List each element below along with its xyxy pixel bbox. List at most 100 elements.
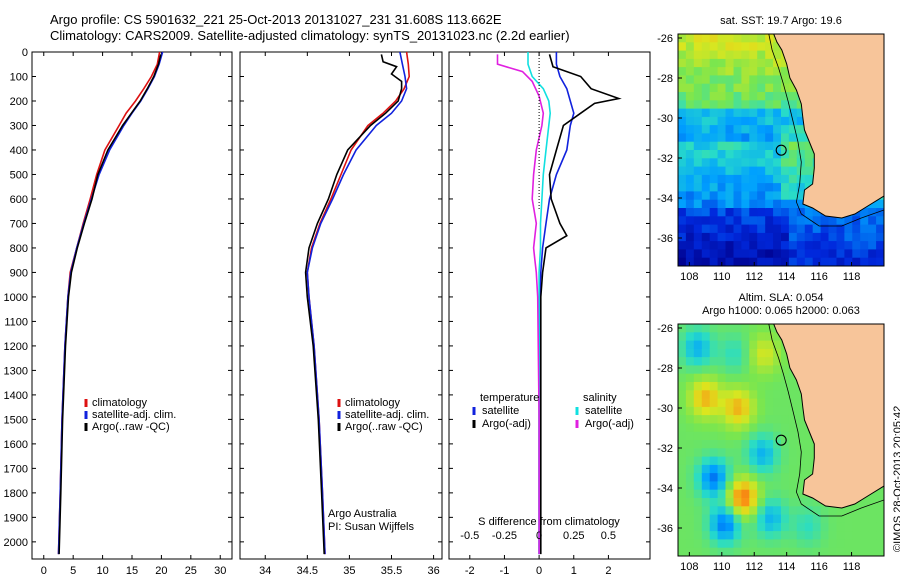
heatmap-cell <box>757 398 766 408</box>
heatmap-cell <box>812 498 822 507</box>
heatmap-cell <box>733 224 742 234</box>
heatmap-cell <box>717 481 727 491</box>
heatmap-cell <box>725 191 734 201</box>
heatmap-cell <box>788 431 798 441</box>
heatmap-cell <box>796 125 806 134</box>
heatmap-cell <box>796 108 806 118</box>
x-tick-label: -2 <box>465 565 475 577</box>
x-tick-label: 2 <box>605 565 611 577</box>
heatmap-cell <box>733 481 742 491</box>
heatmap-cell <box>765 50 774 60</box>
heatmap-cell <box>796 531 806 540</box>
heatmap-cell <box>757 489 766 499</box>
heatmap-cell <box>844 241 853 250</box>
heatmap-cell <box>678 42 687 52</box>
heatmap-cell <box>725 141 734 151</box>
heatmap-cell <box>773 348 782 358</box>
heatmap-cell <box>709 34 719 43</box>
y-tick-label: 1300 <box>4 365 28 377</box>
heatmap-cell <box>741 489 750 499</box>
heatmap-cell <box>693 514 703 524</box>
heatmap-cell <box>741 141 750 151</box>
heatmap-cell <box>788 133 798 143</box>
heatmap-cell <box>733 498 742 507</box>
heatmap-cell <box>757 332 766 342</box>
heatmap-cell <box>828 531 837 540</box>
heatmap-cell <box>781 373 790 383</box>
heatmap-cell <box>749 431 758 441</box>
heatmap-cell <box>741 83 750 93</box>
heatmap-cell <box>749 191 758 201</box>
heatmap-cell <box>709 365 719 375</box>
heatmap-cell <box>749 241 758 250</box>
heatmap-cell <box>725 373 734 383</box>
heatmap-cell <box>678 390 687 400</box>
heatmap-cell <box>717 92 727 101</box>
heatmap-cell <box>678 125 687 134</box>
heatmap-cell <box>820 547 830 556</box>
map-x-tick-label: 118 <box>843 271 861 283</box>
heatmap-cell <box>860 531 869 540</box>
heatmap-cell <box>693 506 703 516</box>
heatmap-cell <box>725 208 734 217</box>
heatmap-cell <box>741 348 750 358</box>
heatmap-cell <box>757 166 766 176</box>
x2-tick-label: 0.5 <box>601 530 616 542</box>
heatmap-cell <box>773 116 782 126</box>
heatmap-cell <box>852 522 861 532</box>
heatmap-cell <box>749 249 758 259</box>
map-y-tick-label: -28 <box>657 73 673 85</box>
heatmap-cell <box>725 357 734 366</box>
heatmap-cell <box>796 166 806 176</box>
heatmap-cell <box>717 42 727 52</box>
heatmap-cell <box>693 92 703 101</box>
heatmap-cell <box>678 208 687 217</box>
plot-frame <box>239 51 443 560</box>
imos-timestamp-text: ©IMOS 28-Oct-2013 20:05:42 <box>892 405 900 552</box>
heatmap-cell <box>796 440 806 449</box>
heatmap-cell <box>773 232 782 242</box>
heatmap-cell <box>701 199 711 209</box>
heatmap-cell <box>781 174 790 184</box>
heatmap-cell <box>709 208 719 217</box>
heatmap-cell <box>749 390 758 400</box>
heatmap-cell <box>876 199 884 209</box>
heatmap-cell <box>773 166 782 176</box>
heatmap-cell <box>678 174 687 184</box>
heatmap-cell <box>773 390 782 400</box>
heatmap-cell <box>741 249 750 259</box>
heatmap-cell <box>701 42 711 52</box>
heatmap-cell <box>796 232 806 242</box>
heatmap-cell <box>749 224 758 234</box>
heatmap-cell <box>765 232 774 242</box>
x-tick-label: 10 <box>96 565 108 577</box>
sla-map: 108 110 112 114 116 118 -26 -28 -30 -32 -34 -36 Alti… <box>657 292 885 573</box>
heatmap-cell <box>796 415 806 424</box>
heatmap-cell <box>685 456 695 466</box>
heatmap-cell <box>796 191 806 201</box>
heatmap-cell <box>781 464 790 474</box>
heatmap-cell <box>868 514 877 524</box>
heatmap-cell <box>685 464 695 474</box>
heatmap-cell <box>725 108 734 118</box>
heatmap-cell <box>757 456 766 466</box>
heatmap-cell <box>693 125 703 134</box>
heatmap-cell <box>733 42 742 52</box>
heatmap-cell <box>773 332 782 342</box>
heatmap-cell <box>765 208 774 217</box>
heatmap-cell <box>757 464 766 474</box>
heatmap-cell <box>741 448 750 458</box>
map-x-tick-label: 112 <box>745 271 763 283</box>
heatmap-cell <box>725 257 734 266</box>
heatmap-cell <box>693 332 703 342</box>
heatmap-cell <box>733 473 742 482</box>
x2-tick-label: 0.25 <box>563 530 584 542</box>
heatmap-cell <box>709 199 719 209</box>
heatmap-cell <box>788 481 798 491</box>
heatmap-cell <box>725 448 734 458</box>
heatmap-cell <box>717 406 727 416</box>
heatmap-cell <box>796 464 806 474</box>
heatmap-cell <box>812 249 822 259</box>
heatmap-cell <box>693 183 703 192</box>
y-tick-label: 1100 <box>4 316 28 328</box>
